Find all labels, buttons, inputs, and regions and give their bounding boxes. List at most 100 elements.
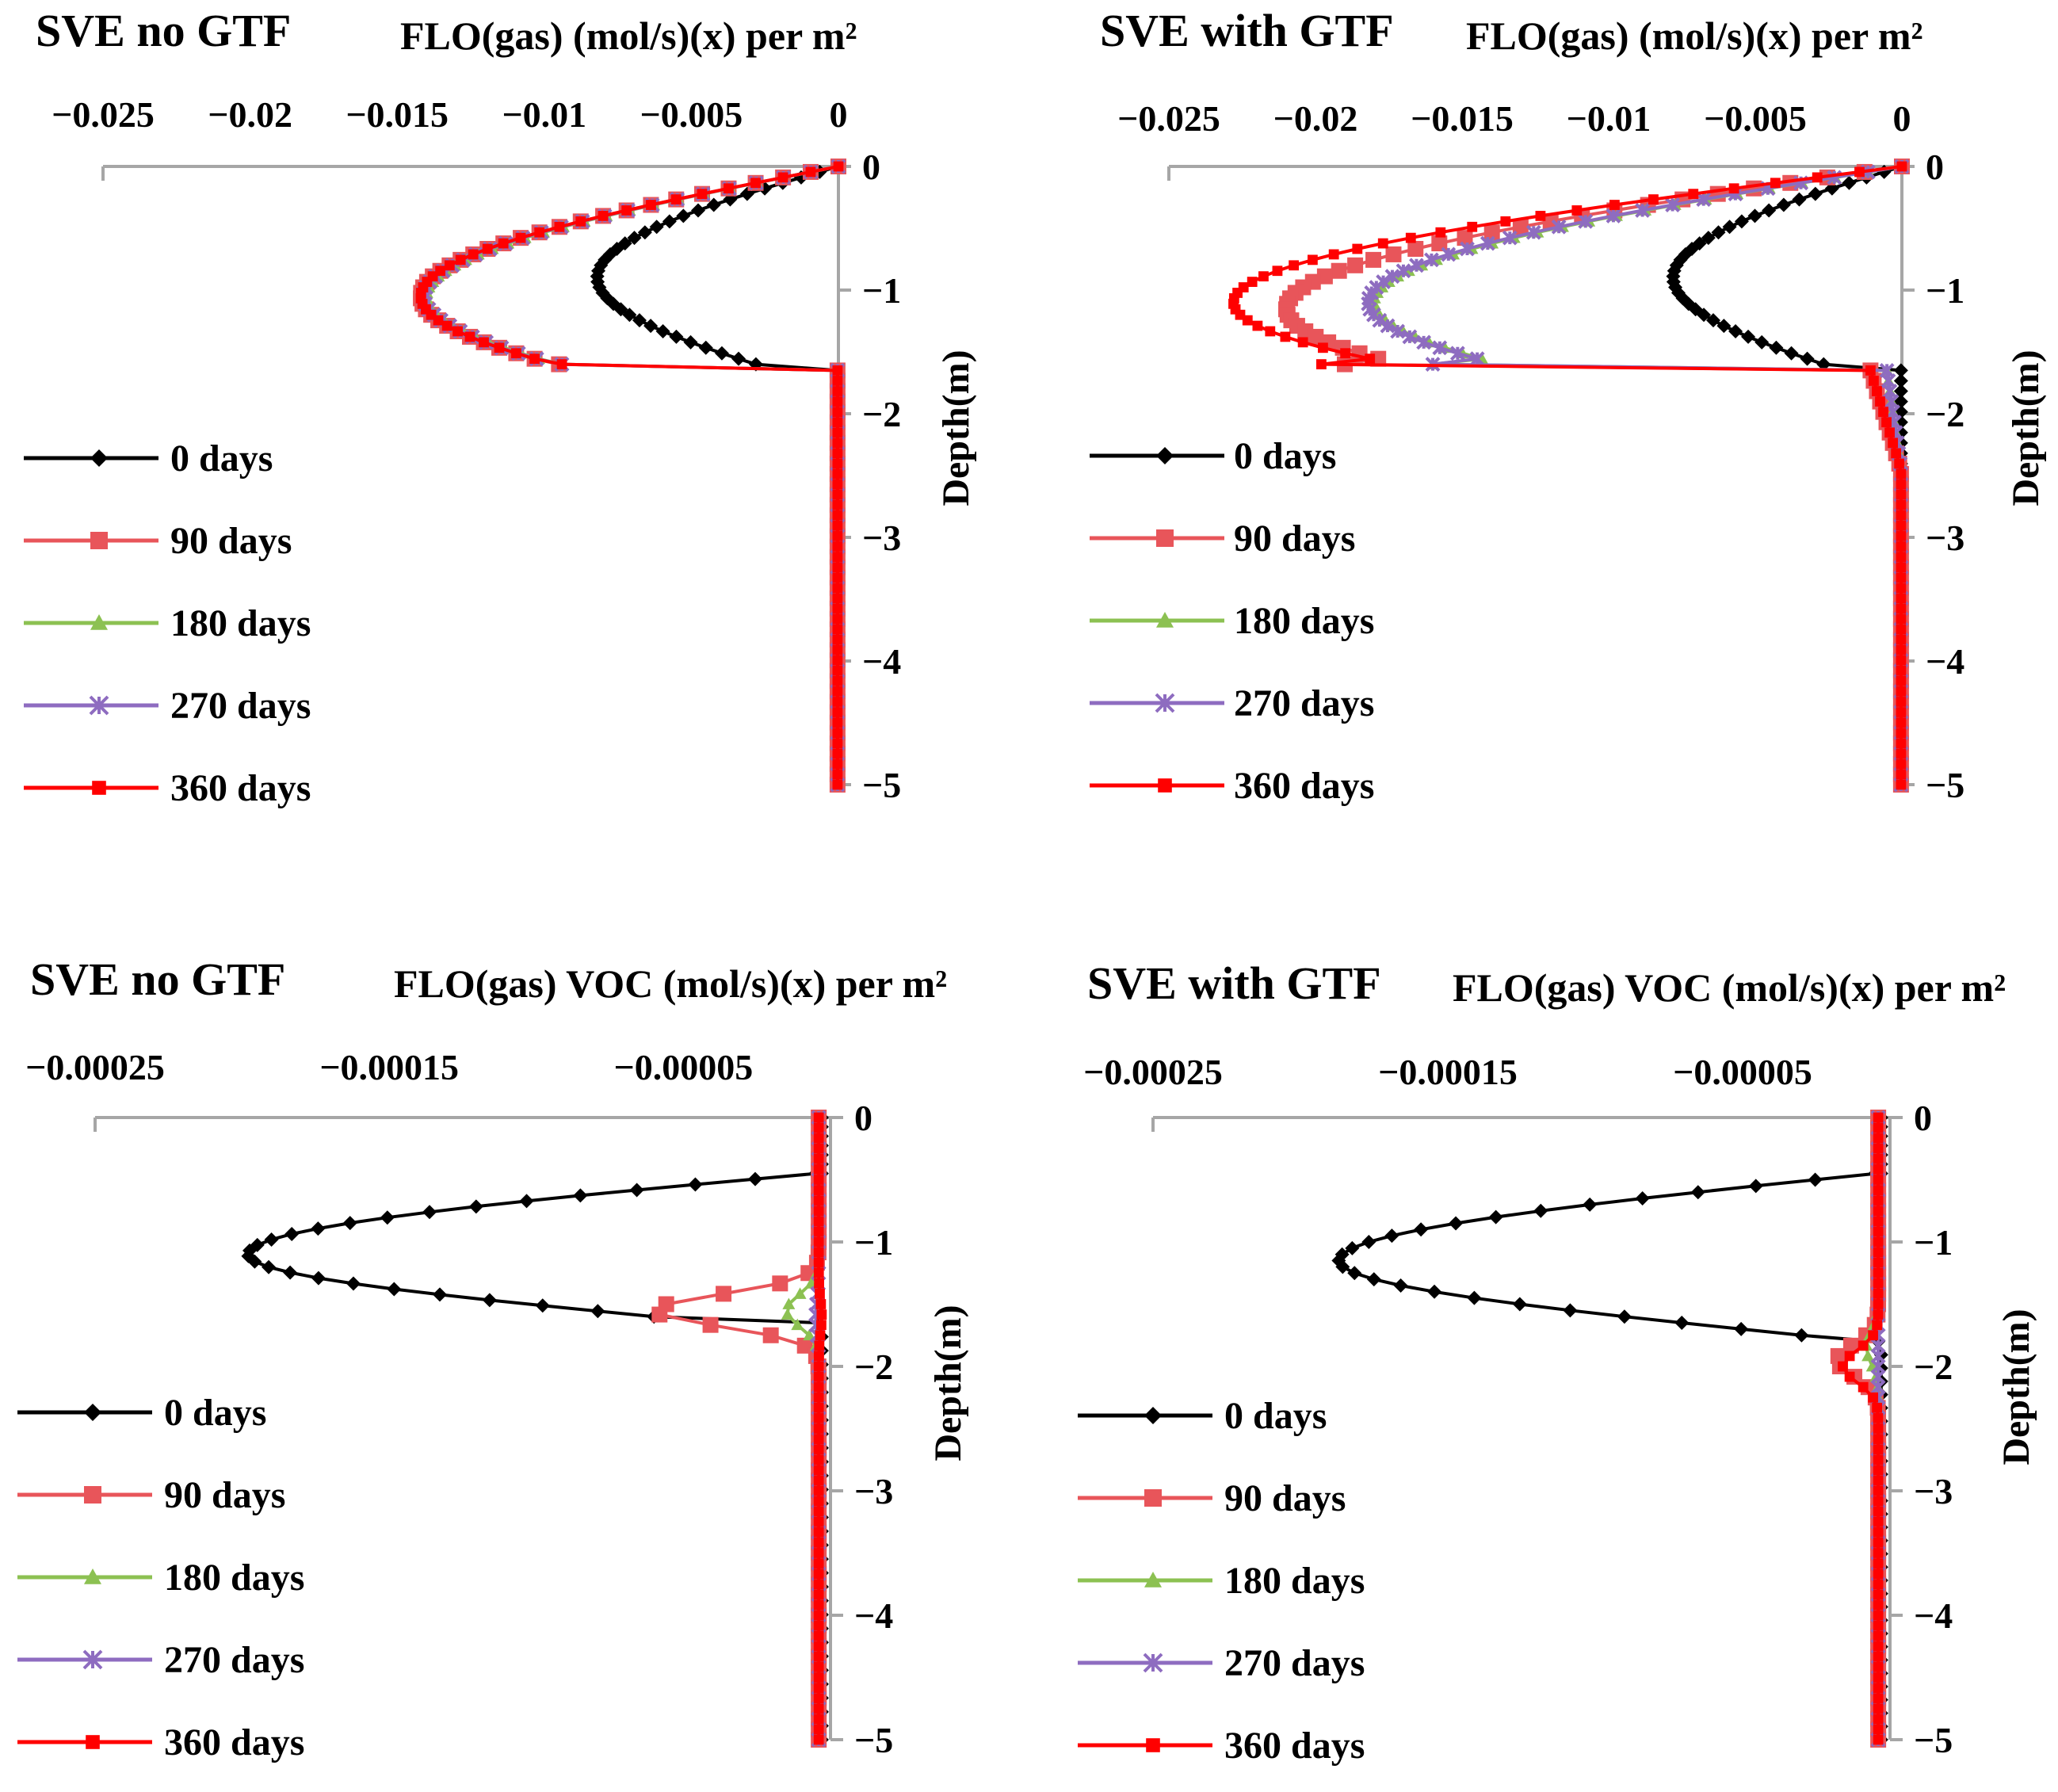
data-point <box>1873 1538 1884 1548</box>
data-point <box>813 1205 824 1217</box>
data-point <box>1873 1153 1884 1164</box>
data-point <box>1352 243 1363 254</box>
data-point <box>832 386 843 396</box>
data-point <box>813 1714 824 1725</box>
legend-marker <box>1158 778 1172 793</box>
data-point <box>1873 1526 1884 1538</box>
data-point <box>688 1177 703 1192</box>
x-axis-title: FLO(gas) VOC (mol/s)(x) per m² <box>394 961 947 1006</box>
data-point <box>1893 373 1908 388</box>
data-point <box>311 1221 326 1236</box>
y-tick-label: 0 <box>1914 1098 1932 1138</box>
legend-item: 90 days <box>24 520 292 562</box>
data-point <box>832 572 843 583</box>
data-point <box>1873 1247 1884 1258</box>
data-point <box>832 686 843 697</box>
data-point <box>1583 1197 1598 1212</box>
data-point <box>1365 353 1376 365</box>
y-tick-label: 0 <box>1926 147 1944 187</box>
legend-marker <box>1146 1738 1160 1752</box>
data-point <box>781 1308 794 1320</box>
data-point <box>479 337 489 348</box>
data-point <box>444 260 455 271</box>
data-point <box>1748 1179 1763 1194</box>
data-point <box>670 194 682 204</box>
data-point <box>1896 541 1907 552</box>
legend-label: 180 days <box>164 1557 304 1599</box>
legend-label: 0 days <box>1224 1395 1327 1437</box>
data-point <box>1747 208 1762 224</box>
data-point <box>832 376 843 386</box>
data-point <box>731 351 746 366</box>
data-point <box>813 1506 824 1517</box>
x-tick-label: 0 <box>1893 98 1911 139</box>
data-point <box>813 1620 824 1631</box>
data-point <box>832 603 843 614</box>
data-point <box>1873 1589 1884 1600</box>
data-point <box>832 644 843 655</box>
data-point <box>1609 200 1620 210</box>
legend-label: 0 days <box>164 1392 266 1434</box>
data-point <box>1449 1216 1464 1231</box>
data-point <box>813 1122 824 1133</box>
data-point <box>1893 363 1908 378</box>
data-point <box>813 1703 824 1714</box>
data-point <box>1384 1228 1399 1244</box>
data-point <box>1844 1351 1855 1362</box>
data-point <box>534 227 545 238</box>
legend-item: 0 days <box>17 1392 266 1434</box>
data-point <box>1648 194 1659 204</box>
data-point <box>432 1287 447 1302</box>
series-0-days <box>1331 1110 1888 1747</box>
data-point <box>832 758 843 770</box>
data-point <box>832 510 843 521</box>
data-point <box>1328 249 1339 260</box>
legend-marker <box>82 1649 103 1670</box>
y-tick-label: −4 <box>1914 1595 1953 1636</box>
data-point <box>1467 1290 1482 1305</box>
data-point <box>1865 365 1876 376</box>
legend-label: 0 days <box>170 437 273 480</box>
data-point <box>1390 323 1406 339</box>
data-point <box>468 1199 483 1214</box>
data-point <box>1716 319 1732 334</box>
legend-item: 180 days <box>24 602 311 644</box>
y-tick-label: −2 <box>854 1347 893 1387</box>
data-point <box>1467 221 1478 232</box>
legend-item: 270 days <box>17 1639 304 1681</box>
data-point <box>1769 340 1784 355</box>
data-point <box>813 1516 824 1527</box>
data-point <box>1896 499 1907 510</box>
data-point <box>1896 717 1907 728</box>
data-point <box>1872 386 1882 396</box>
legend-item: 90 days <box>1090 518 1355 560</box>
data-point <box>1844 1371 1855 1382</box>
data-point <box>627 231 642 246</box>
data-point <box>1361 1235 1376 1249</box>
legend-item: 180 days <box>17 1557 304 1599</box>
x-tick-label: −0.01 <box>1567 98 1651 139</box>
series-line <box>595 165 839 785</box>
data-point <box>1896 675 1907 686</box>
data-point <box>832 520 843 531</box>
x-tick-label: −0.02 <box>1273 98 1358 139</box>
data-point <box>1345 1240 1360 1255</box>
x-tick-label: −0.005 <box>640 94 743 135</box>
data-point <box>1533 1203 1548 1218</box>
data-point <box>1873 1195 1884 1206</box>
data-point <box>1873 1465 1884 1476</box>
data-point <box>813 1662 824 1672</box>
data-point <box>832 717 843 728</box>
data-point <box>1469 351 1485 367</box>
data-point <box>311 1270 326 1286</box>
data-point <box>342 1216 357 1231</box>
data-point <box>629 1183 644 1198</box>
legend-marker <box>1144 1572 1162 1588</box>
data-point <box>1308 328 1324 345</box>
legend-label: 180 days <box>170 602 311 644</box>
data-point <box>464 331 475 342</box>
y-tick-label: −3 <box>1914 1471 1953 1511</box>
data-point <box>832 697 843 707</box>
data-point <box>1407 241 1424 257</box>
series-line <box>1337 1118 1883 1740</box>
